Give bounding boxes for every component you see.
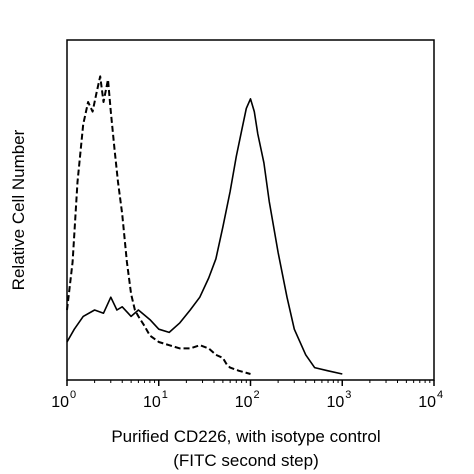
x-tick-label-exponent: 1 [162, 389, 168, 401]
x-tick-label-exponent: 4 [437, 389, 443, 401]
x-tick-label-base: 10 [51, 394, 69, 411]
x-tick-label-base: 10 [235, 394, 253, 411]
x-tick-label-base: 10 [143, 394, 161, 411]
histogram-series [66, 75, 343, 375]
x-axis-label-line2: (FITC second step) [173, 451, 319, 470]
cd226-series [66, 98, 343, 375]
x-tick-label-base: 10 [418, 394, 436, 411]
x-axis-ticks [66, 380, 435, 386]
x-tick-label-base: 10 [326, 394, 344, 411]
x-tick-label-exponent: 0 [70, 389, 76, 401]
x-axis-tick-labels: 10 0 10 1 10 2 10 3 10 4 [51, 389, 443, 411]
x-tick-label-exponent: 2 [254, 389, 260, 401]
x-axis-label-line1: Purified CD226, with isotype control [111, 427, 380, 446]
x-tick-label-exponent: 3 [345, 389, 351, 401]
y-axis-label: Relative Cell Number [9, 129, 28, 290]
